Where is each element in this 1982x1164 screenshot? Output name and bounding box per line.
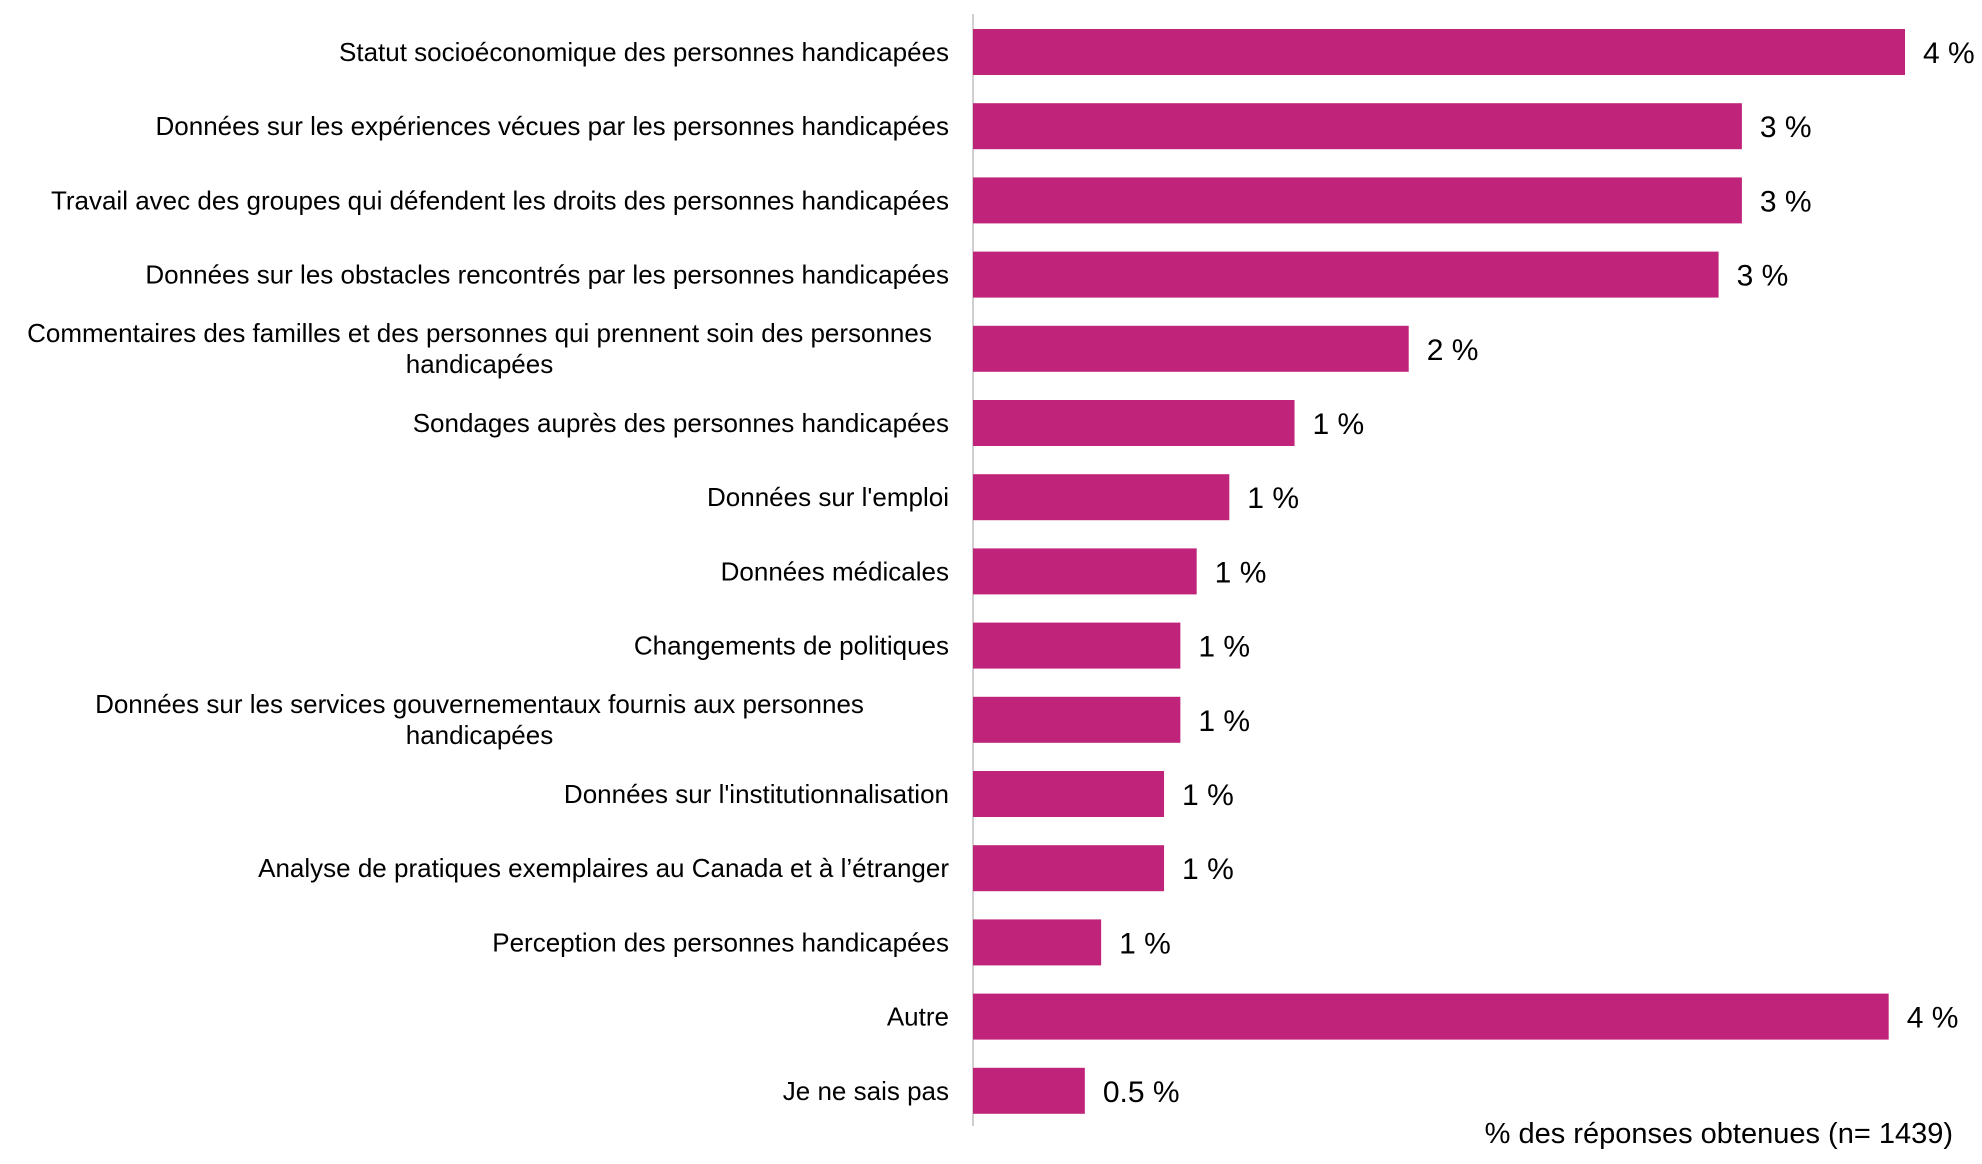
value-labels: 4 % 3 % 3 % 3 % 2 % 1 % 1 % 1 % 1 % 1 % 1 % 1 % 1 % 4… <box>1103 37 1975 1109</box>
bar <box>973 1067 1085 1114</box>
category-label: Analyse de pratiques exemplaires au Cana… <box>258 853 949 883</box>
value-label: 3 % <box>1760 185 1812 218</box>
bar <box>973 103 1742 150</box>
bar <box>973 474 1230 521</box>
bar <box>973 919 1102 966</box>
category-label: Sondages auprès des personnes handicapée… <box>413 408 949 438</box>
x-axis-title: % des réponses obtenues (n= 1439) <box>1485 1118 1953 1150</box>
value-label: 1 % <box>1313 408 1365 441</box>
value-label: 1 % <box>1119 927 1171 960</box>
value-label: 3 % <box>1737 260 1789 293</box>
bar <box>973 29 1905 75</box>
category-label: Données sur l'emploi <box>707 482 949 512</box>
category-label: Données sur les expériences vécues par l… <box>156 111 949 141</box>
category-labels: Statut socioéconomique des personnes han… <box>27 37 949 1106</box>
category-label: Perception des personnes handicapées <box>492 927 949 957</box>
value-label: 4 % <box>1907 1002 1959 1035</box>
category-label: Données sur l'institutionnalisation <box>564 779 949 809</box>
bar <box>973 845 1165 892</box>
category-label: Travail avec des groupes qui défendent l… <box>51 185 949 215</box>
value-label: 4 % <box>1923 37 1975 70</box>
value-label: 1 % <box>1215 556 1267 589</box>
bars <box>973 29 1905 1114</box>
bar <box>973 771 1165 817</box>
value-label: 1 % <box>1198 705 1250 738</box>
bar <box>973 622 1181 669</box>
category-label: Autre <box>887 1002 949 1032</box>
value-label: 1 % <box>1247 482 1299 515</box>
bar <box>973 993 1889 1040</box>
bar <box>973 400 1295 446</box>
value-label: 0.5 % <box>1103 1076 1180 1109</box>
category-label: Données sur les obstacles rencontrés par… <box>145 260 949 290</box>
bar <box>973 696 1181 743</box>
category-label: Données sur les services gouvernementaux… <box>95 689 864 750</box>
value-label: 2 % <box>1427 334 1479 367</box>
value-label: 1 % <box>1182 779 1234 812</box>
bar <box>973 325 1409 372</box>
bar <box>973 177 1742 224</box>
category-label: Changements de politiques <box>634 631 949 661</box>
bar <box>973 548 1197 595</box>
category-label: Statut socioéconomique des personnes han… <box>339 37 949 67</box>
value-label: 1 % <box>1198 631 1250 664</box>
value-label: 1 % <box>1182 853 1234 886</box>
category-label: Je ne sais pas <box>783 1076 949 1106</box>
category-label: Commentaires des familles et des personn… <box>27 318 932 379</box>
category-label: Données médicales <box>721 556 949 586</box>
bar <box>973 251 1719 298</box>
value-label: 3 % <box>1760 111 1812 144</box>
